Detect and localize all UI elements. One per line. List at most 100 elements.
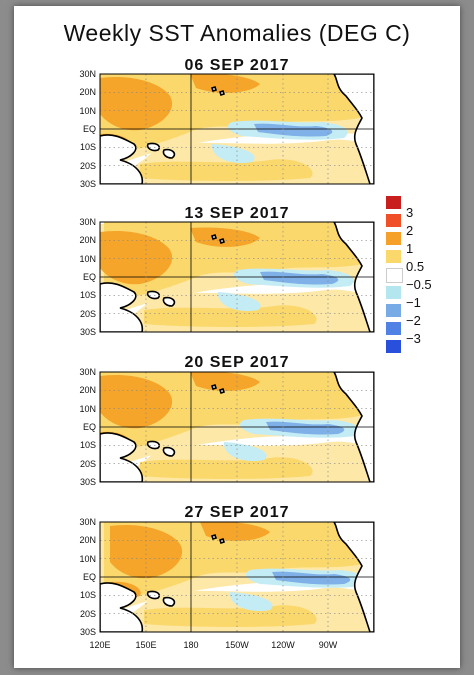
warm-strong-anomaly xyxy=(100,374,173,429)
longitude-label: 120W xyxy=(271,640,295,650)
warm-mid-anomaly xyxy=(104,222,374,302)
land-coastline xyxy=(162,596,176,607)
latitude-label: EQ xyxy=(82,422,96,432)
sst-map-panel: 27 SEP 2017 30N 20N 10N EQ 10S 20S 30S xyxy=(0,0,474,637)
legend-color-box xyxy=(386,286,401,299)
warm-mid-anomaly xyxy=(144,605,317,627)
latitude-label: 10S xyxy=(79,440,96,451)
cool-mid-anomaly xyxy=(272,571,351,585)
longitude-label: 150W xyxy=(225,640,249,650)
latitude-label: 20S xyxy=(79,160,96,171)
land-coastline xyxy=(218,537,226,545)
warm-strong-anomaly xyxy=(110,524,183,579)
longitude-label: 120E xyxy=(89,640,111,650)
figure-title: Weekly SST Anomalies (DEG C) xyxy=(63,20,411,46)
longitude-label: 150E xyxy=(135,640,157,650)
latitude-label: 10S xyxy=(79,142,96,153)
panel-date-title: 27 SEP 2017 xyxy=(184,504,290,521)
legend-color-box xyxy=(386,214,401,227)
latitude-label: 20N xyxy=(79,385,96,396)
latitude-label: 30S xyxy=(79,627,96,637)
legend-color-box xyxy=(386,250,401,263)
warm-mid-anomaly xyxy=(140,457,313,479)
land-coastline xyxy=(146,440,161,450)
latitude-label: EQ xyxy=(82,272,96,282)
land-coastline xyxy=(162,446,176,457)
cool-weak-anomaly xyxy=(211,144,255,164)
panel-date-title: 20 SEP 2017 xyxy=(184,354,290,371)
land-coastline xyxy=(162,148,176,159)
warm-mid-anomaly xyxy=(140,159,313,181)
latitude-label: 10N xyxy=(79,403,96,414)
legend-label: 3 xyxy=(406,205,414,220)
cool-weak-anomaly xyxy=(229,592,273,612)
cool-mid-anomaly xyxy=(254,123,333,137)
warm-strong-anomaly xyxy=(100,76,173,131)
legend-color-box xyxy=(386,340,401,353)
latitude-label: 30N xyxy=(79,517,96,527)
latitude-label: 30N xyxy=(79,69,96,79)
latitude-label: 30S xyxy=(79,327,96,337)
latitude-label: 20N xyxy=(79,235,96,246)
color-legend: 3 2 1 0.5 −0.5 −1 −2 −3 xyxy=(386,196,446,366)
sst-map-panel: 13 SEP 2017 30N 20N 10N EQ 10S 20S 30S xyxy=(0,0,474,337)
land-coastline xyxy=(333,74,374,184)
sst-map-panel: 06 SEP 2017 30N 20N 10N EQ 10S 20S 30S xyxy=(0,0,474,189)
land-coastline xyxy=(333,222,374,332)
longitude-label: 180 xyxy=(183,640,199,650)
cool-weak-anomaly xyxy=(217,292,261,312)
latitude-label: 20N xyxy=(79,87,96,98)
legend-label: −3 xyxy=(406,331,421,346)
panel-date-title: 13 SEP 2017 xyxy=(184,205,290,222)
land-coastline xyxy=(146,590,161,600)
legend-color-box xyxy=(386,232,401,245)
latitude-label: 30S xyxy=(79,179,96,189)
latitude-label: 30S xyxy=(79,477,96,487)
land-coastline xyxy=(333,522,374,632)
land-coastline xyxy=(146,142,161,152)
longitude-label: 90W xyxy=(318,640,338,650)
latitude-label: 30N xyxy=(79,367,96,377)
warm-strong-anomaly xyxy=(190,227,260,247)
legend-label: −1 xyxy=(406,295,421,310)
warm-strong-anomaly xyxy=(190,74,260,93)
land-coastline xyxy=(146,290,161,300)
latitude-label: 20S xyxy=(79,458,96,469)
legend-color-box xyxy=(386,268,403,283)
land-coastline xyxy=(333,372,374,482)
legend-label: 2 xyxy=(406,223,414,238)
sst-map-panel: 20 SEP 2017 30N 20N 10N EQ 10S 20S 30S xyxy=(0,0,474,487)
legend-label: −2 xyxy=(406,313,421,328)
cool-mid-anomaly xyxy=(266,421,345,435)
latitude-label: 10N xyxy=(79,553,96,564)
latitude-label: 30N xyxy=(79,217,96,227)
latitude-label: 10N xyxy=(79,105,96,116)
latitude-label: 20S xyxy=(79,608,96,619)
cool-weak-anomaly xyxy=(223,442,267,462)
latitude-label: 20N xyxy=(79,535,96,546)
warm-strong-anomaly xyxy=(200,522,270,541)
land-coastline xyxy=(210,533,218,541)
legend-color-box xyxy=(386,196,401,209)
latitude-label: 10S xyxy=(79,290,96,301)
latitude-label: 10N xyxy=(79,253,96,264)
warm-strong-anomaly xyxy=(100,230,173,285)
panel-date-title: 06 SEP 2017 xyxy=(184,57,290,74)
latitude-label: 20S xyxy=(79,308,96,319)
latitude-label: 10S xyxy=(79,590,96,601)
latitude-label: EQ xyxy=(82,124,96,134)
land-coastline xyxy=(210,85,218,93)
land-coastline xyxy=(210,383,218,391)
latitude-label: EQ xyxy=(82,572,96,582)
land-coastline xyxy=(210,233,218,241)
legend-label: −0.5 xyxy=(406,277,432,292)
legend-label: 0.5 xyxy=(406,259,425,274)
warm-mid-anomaly xyxy=(144,305,317,327)
legend-color-box xyxy=(386,322,401,335)
legend-label: 1 xyxy=(406,241,414,256)
land-coastline xyxy=(162,296,176,307)
